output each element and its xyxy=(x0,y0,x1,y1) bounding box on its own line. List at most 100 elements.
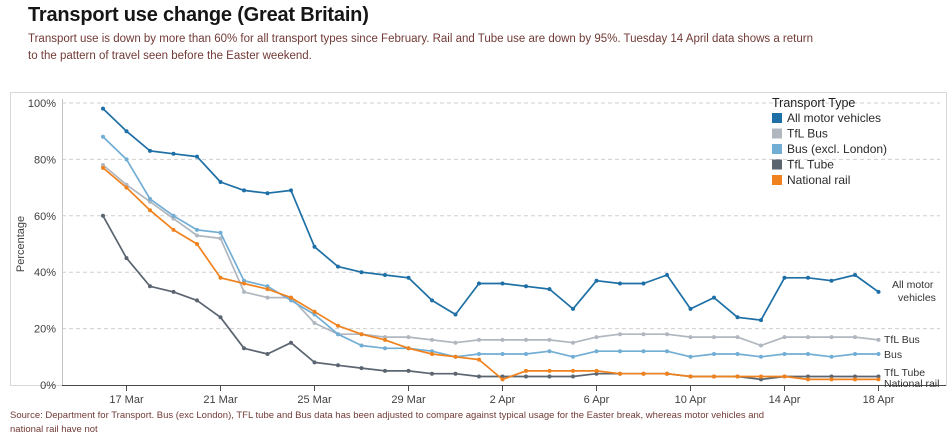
data-point xyxy=(477,357,481,362)
data-point xyxy=(712,352,716,356)
data-point xyxy=(453,354,458,359)
legend-label: National rail xyxy=(787,173,850,187)
legend-swatch-national-rail xyxy=(772,175,782,185)
data-point xyxy=(594,278,599,283)
data-point xyxy=(453,312,458,317)
data-point xyxy=(500,337,505,342)
data-point xyxy=(688,306,693,311)
data-point xyxy=(336,363,340,368)
data-point xyxy=(383,273,387,277)
data-point xyxy=(524,368,528,373)
data-point xyxy=(618,332,622,337)
data-point xyxy=(336,323,340,328)
series-end-label-all-motor-vehicles: vehicles xyxy=(898,292,936,304)
x-tick-label: 29 Mar xyxy=(391,394,426,406)
data-point xyxy=(359,343,364,348)
data-point xyxy=(242,188,246,193)
data-point xyxy=(406,346,411,351)
x-tick-label: 18 Apr xyxy=(863,394,895,406)
data-point xyxy=(782,335,787,340)
legend-label: Bus (excl. London) xyxy=(787,142,887,156)
data-point xyxy=(594,371,599,376)
data-point xyxy=(312,321,317,325)
legend-swatch-tfl-bus xyxy=(772,128,782,139)
data-point xyxy=(641,349,646,354)
data-point xyxy=(171,227,176,232)
legend-label: TfL Tube xyxy=(787,158,834,172)
data-point xyxy=(383,335,387,340)
data-point xyxy=(312,312,317,317)
data-point xyxy=(312,360,317,365)
x-tick-label: 14 Apr xyxy=(769,394,801,406)
data-point xyxy=(124,129,129,134)
data-point xyxy=(430,337,434,342)
data-point xyxy=(665,332,669,337)
data-point xyxy=(547,287,552,292)
data-point xyxy=(218,315,223,320)
data-point xyxy=(242,278,246,283)
data-point xyxy=(618,349,622,354)
data-point xyxy=(876,374,881,379)
data-point xyxy=(500,377,505,382)
data-point xyxy=(571,354,575,359)
data-point xyxy=(101,163,105,167)
data-point xyxy=(829,354,834,359)
data-point xyxy=(594,335,599,340)
data-point xyxy=(406,368,411,373)
data-point xyxy=(359,366,364,371)
data-point xyxy=(430,298,434,303)
data-point xyxy=(171,151,176,156)
data-point xyxy=(265,287,270,292)
data-point xyxy=(524,374,528,379)
data-point xyxy=(876,377,881,382)
data-point xyxy=(124,185,129,190)
data-point xyxy=(665,349,669,354)
data-point xyxy=(195,233,199,238)
data-point xyxy=(453,371,458,376)
data-point xyxy=(218,180,223,184)
x-tick-label: 2 Apr xyxy=(490,394,516,406)
data-point xyxy=(571,340,575,345)
data-point xyxy=(312,309,317,314)
series-end-label-tfl-bus: TfL Bus xyxy=(884,334,920,346)
data-point xyxy=(759,377,763,382)
data-point xyxy=(641,332,646,337)
y-tick-label: 100% xyxy=(28,98,56,110)
data-point xyxy=(101,106,105,111)
data-point xyxy=(524,352,528,356)
x-tick-label: 21 Mar xyxy=(203,394,238,406)
x-tick-label: 10 Apr xyxy=(675,394,707,406)
data-point xyxy=(853,374,857,379)
data-point xyxy=(853,377,857,382)
data-point xyxy=(148,148,152,153)
data-point xyxy=(782,374,787,379)
data-point xyxy=(524,337,528,342)
data-point xyxy=(289,295,293,300)
data-point xyxy=(782,352,787,356)
data-point xyxy=(406,335,411,340)
data-point xyxy=(571,306,575,311)
data-point xyxy=(289,298,293,303)
y-tick-label: 60% xyxy=(34,211,56,223)
data-point xyxy=(477,374,481,379)
data-point xyxy=(688,354,693,359)
data-point xyxy=(712,335,716,340)
data-point xyxy=(618,281,622,286)
data-point xyxy=(571,368,575,373)
y-tick-label: 0% xyxy=(40,380,56,392)
data-point xyxy=(101,213,105,218)
series-end-label-tfl-tube: TfL Tube xyxy=(884,367,925,379)
data-point xyxy=(430,371,434,376)
data-point xyxy=(477,337,481,342)
data-point xyxy=(265,191,270,196)
data-point xyxy=(735,352,740,356)
series-tfl-bus xyxy=(101,163,881,348)
data-point xyxy=(101,134,105,139)
data-point xyxy=(712,374,716,379)
y-tick-label: 40% xyxy=(34,267,56,279)
data-point xyxy=(124,256,129,261)
data-point xyxy=(735,315,740,320)
data-point xyxy=(853,352,857,356)
